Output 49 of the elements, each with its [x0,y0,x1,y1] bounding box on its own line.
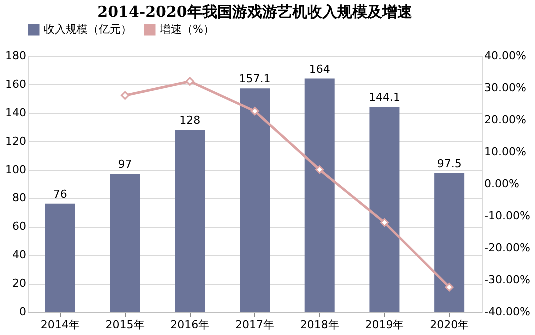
y-tick-label: 0 [20,306,26,318]
y-tick-label: 180 [6,50,26,62]
data-label: 157.1 [239,72,271,86]
x-tick-label: 2014年 [40,318,80,332]
point [445,283,454,292]
y-tick-label: 80 [12,192,26,205]
bar [370,107,400,312]
x-tick-label: 2015年 [106,318,145,332]
point [316,166,324,174]
x-tick-label: 2017年 [236,318,274,332]
x-tick-label: 2019年 [365,318,404,332]
y2-tick-label: 20.00% [484,114,526,126]
point [121,91,130,100]
bar [110,174,140,312]
legend-label: 收入规模（亿元） [44,23,132,36]
y-tick-label: 40 [12,248,26,262]
point [250,107,260,116]
y2-tick-label: 0.00% [484,178,520,190]
bar [434,173,465,312]
y-tick-label: 60 [12,220,26,234]
y2-tick-label: 40.00% [484,50,526,62]
point [380,218,389,228]
data-label: 144.1 [368,91,400,104]
data-label: 97.5 [437,157,462,170]
y-tick-label: 120 [6,134,26,148]
legend-label: 增速（%） [159,23,214,36]
data-label: 128 [180,114,201,127]
y-tick-label: 100 [6,163,26,176]
y2-tick-label: 10.00% [484,146,526,158]
y2-tick-label: -40.00% [484,306,530,318]
y-tick-label: 160 [6,78,26,91]
chart-title: 2014-2020年我国游戏游艺机收入规模及增速 [98,3,414,21]
y2-tick-label: 30.00% [484,82,526,94]
data-label: 97 [118,158,132,172]
y2-tick-label: -30.00% [484,274,530,286]
y-tick-label: 140 [6,106,26,120]
bar [45,204,76,312]
data-label: 164 [309,62,330,76]
x-tick-label: 2020年 [430,318,470,332]
bar [175,130,206,312]
y-tick-label: 20 [12,277,26,290]
bar [240,88,270,312]
y2-tick-label: -10.00% [484,210,530,222]
data-label: 76 [53,188,68,201]
x-tick-label: 2016年 [170,318,210,332]
bar [304,78,335,312]
y2-tick-label: -20.00% [484,242,530,254]
x-tick-label: 2018年 [300,318,340,332]
point [186,77,194,86]
